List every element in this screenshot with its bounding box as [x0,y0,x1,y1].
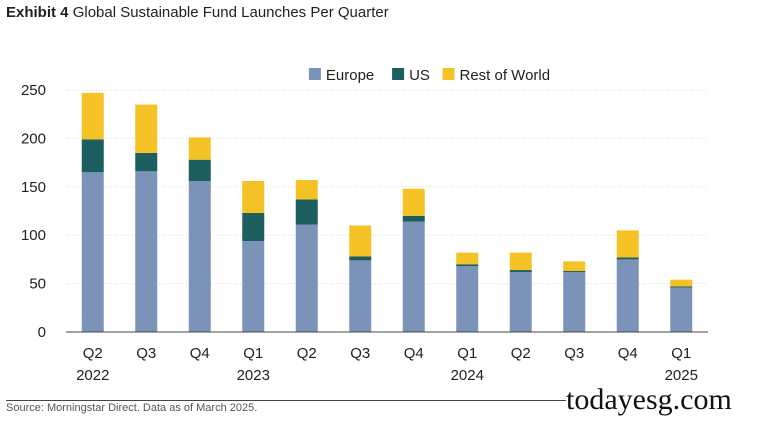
y-tick-label: 200 [21,130,46,147]
bar-us [188,159,211,181]
x-tick-label: Q2 [297,345,317,362]
y-tick-label: 150 [21,179,46,196]
bar-europe [563,271,586,332]
x-year-label: 2025 [665,367,698,384]
x-tick-label: Q1 [457,345,477,362]
bar-us [135,152,158,172]
x-tick-label: Q4 [190,345,210,362]
bar-us [563,271,586,272]
bar-europe [349,260,372,332]
bar-rest-of-world [242,180,265,213]
x-tick-label: Q1 [671,345,691,362]
legend-swatch-rest-of-world [442,68,455,80]
exhibit-label: Exhibit 4 [6,4,69,21]
bar-us [295,199,318,225]
bar-europe [670,287,693,332]
bar-europe [81,172,104,332]
legend-swatch-us [392,68,405,80]
legend-swatch-europe [308,68,321,80]
bar-rest-of-world [81,92,104,140]
bar-europe [456,266,479,332]
bar-europe [616,259,639,332]
x-tick-label: Q3 [564,345,584,362]
y-tick-label: 250 [21,82,46,99]
bar-europe [402,221,425,332]
x-tick-label: Q4 [404,345,424,362]
x-tick-label: Q1 [243,345,263,362]
bar-europe [188,180,211,332]
bar-us [509,270,532,272]
bar-rest-of-world [563,261,586,272]
bar-rest-of-world [402,188,425,216]
bar-europe [509,271,532,332]
legend-label-europe: Europe [326,67,374,84]
bar-europe [135,171,158,332]
y-tick-label: 0 [38,324,46,341]
chart-title: Exhibit 4 Global Sustainable Fund Launch… [6,4,389,21]
bar-us [456,264,479,267]
bar-us [81,139,104,173]
bar-us [670,286,693,288]
legend-label-rest-of-world: Rest of World [460,67,551,84]
x-year-label: 2023 [237,367,270,384]
bar-rest-of-world [616,230,639,258]
bar-rest-of-world [670,279,693,287]
x-tick-label: Q3 [350,345,370,362]
bar-us [616,257,639,260]
source-note: Source: Morningstar Direct. Data as of M… [6,402,258,414]
y-tick-label: 50 [29,276,46,293]
bar-rest-of-world [295,180,318,200]
y-tick-label: 100 [21,227,46,244]
bar-us [402,215,425,222]
bar-rest-of-world [135,104,158,153]
bar-us [242,212,265,242]
legend-label-us: US [409,67,430,84]
bar-rest-of-world [188,137,211,160]
title-text: Global Sustainable Fund Launches Per Qua… [72,4,389,21]
x-tick-label: Q4 [618,345,638,362]
footer-divider [6,400,566,401]
x-tick-label: Q2 [83,345,103,362]
x-year-label: 2024 [451,367,484,384]
x-tick-label: Q2 [511,345,531,362]
bar-us [349,256,372,261]
bar-rest-of-world [456,252,479,265]
x-year-label: 2022 [76,367,109,384]
x-tick-label: Q3 [136,345,156,362]
bar-rest-of-world [509,252,532,271]
bar-europe [295,224,318,332]
watermark: todayesg.com [566,383,732,416]
bar-chart: 0 50 100 150 200 250 Q2 2022 Q3 Q4 Q1 2023 Q2 Q3 Q4 Q1 2… [21,67,708,384]
bar-rest-of-world [349,225,372,257]
bar-europe [242,241,265,332]
